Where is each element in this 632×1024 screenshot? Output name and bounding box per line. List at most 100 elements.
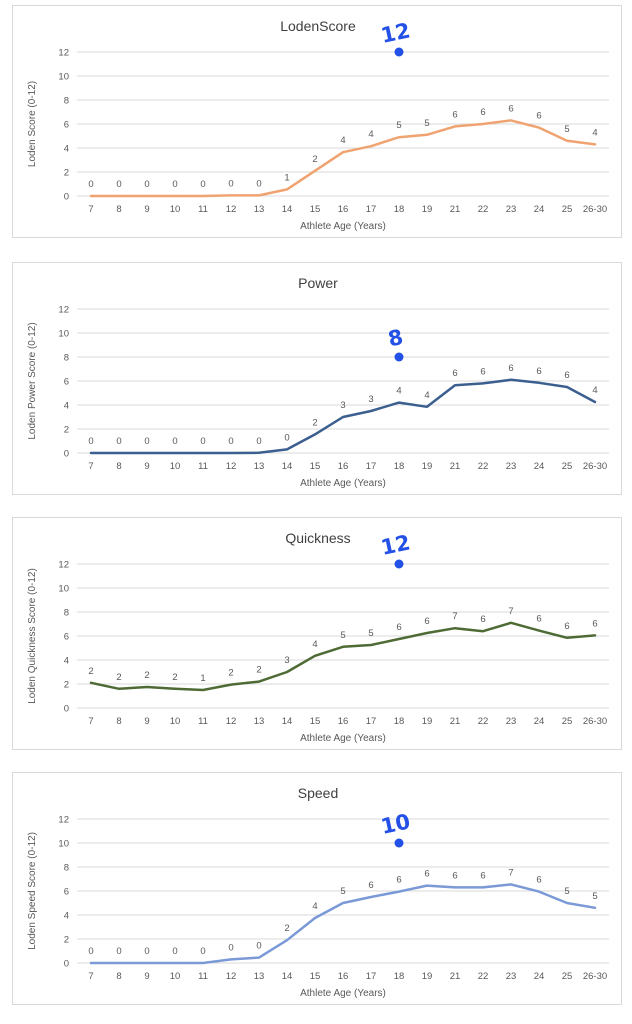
data-label: 6 [508,103,513,114]
x-tick-label: 8 [116,971,121,982]
x-tick-label: 12 [226,461,237,472]
y-tick-label: 12 [58,48,69,59]
data-label: 7 [452,611,457,622]
annotation-dot [394,47,404,57]
x-tick-label: 21 [450,971,461,982]
data-label: 1 [200,673,205,684]
x-tick-label: 25 [562,971,573,982]
chart-title: Speed [298,785,338,801]
x-tick-label: 25 [562,716,573,727]
x-tick-label: 8 [116,204,121,215]
data-label: 6 [396,875,401,886]
y-tick-label: 8 [64,353,69,364]
data-label: 0 [144,179,149,190]
y-tick-label: 6 [64,120,69,131]
x-tick-label: 10 [170,971,181,982]
x-tick-label: 22 [478,461,489,472]
annotation-label: 12 [379,530,413,560]
data-label: 7 [508,606,513,617]
data-label: 0 [228,178,233,189]
x-tick-label: 25 [562,204,573,215]
chart-title: Power [298,275,338,291]
data-label: 0 [144,436,149,447]
data-label: 2 [312,417,317,428]
data-label: 3 [368,394,373,405]
x-tick-label: 13 [254,204,265,215]
x-tick-label: 16 [338,971,349,982]
y-tick-label: 2 [64,680,69,691]
data-label: 6 [536,366,541,377]
x-tick-label: 26-30 [583,204,607,215]
data-label: 6 [536,614,541,625]
x-tick-label: 11 [198,204,208,215]
data-label: 4 [340,135,345,146]
x-tick-label: 14 [282,971,293,982]
x-tick-label: 13 [254,971,265,982]
data-label: 0 [284,432,289,443]
data-label: 5 [564,124,569,135]
x-tick-label: 14 [282,716,293,727]
x-tick-label: 26-30 [583,971,607,982]
x-tick-label: 22 [478,716,489,727]
data-label: 6 [592,618,597,629]
x-tick-label: 9 [144,716,149,727]
x-tick-label: 17 [366,461,377,472]
data-label: 6 [368,880,373,891]
data-label: 0 [116,436,121,447]
x-tick-label: 8 [116,461,121,472]
x-tick-label: 9 [144,461,149,472]
y-tick-label: 8 [64,96,69,107]
data-label: 6 [508,363,513,374]
data-label: 7 [508,867,513,878]
x-tick-label: 10 [170,461,181,472]
data-label: 1 [284,172,289,183]
data-label: 0 [228,942,233,953]
data-label: 6 [452,109,457,120]
x-axis-title: Athlete Age (Years) [300,733,386,744]
annotation-dot [394,352,404,362]
y-tick-label: 2 [64,935,69,946]
x-tick-label: 17 [366,204,377,215]
x-tick-label: 15 [310,971,321,982]
y-axis-title: Loden Speed Score (0-12) [27,832,38,950]
x-tick-label: 21 [450,204,461,215]
y-tick-label: 8 [64,863,69,874]
chart-panel-quickness: 0 2 4 6 8 10 12 7 8 9 10 11 12 13 14 15 16 17 18 19 21 22 23 24… [12,517,622,750]
x-tick-label: 23 [506,461,517,472]
data-label: 0 [200,179,205,190]
x-tick-label: 13 [254,461,265,472]
data-label: 5 [368,628,373,639]
annotation-label: 10 [379,809,413,839]
data-label: 6 [424,869,429,880]
x-axis-title: Athlete Age (Years) [300,221,386,232]
data-label: 2 [144,670,149,681]
x-tick-label: 7 [88,461,93,472]
data-label: 6 [564,370,569,381]
data-label: 0 [88,436,93,447]
data-label: 5 [592,891,597,902]
x-tick-label: 16 [338,461,349,472]
chart-title: Quickness [285,530,350,546]
y-tick-label: 6 [64,632,69,643]
x-tick-label: 23 [506,204,517,215]
x-tick-label: 22 [478,971,489,982]
x-tick-label: 24 [534,204,545,215]
x-tick-label: 24 [534,971,545,982]
y-tick-label: 10 [58,72,69,83]
data-label: 4 [424,390,429,401]
x-tick-label: 12 [226,204,237,215]
data-label: 4 [396,386,401,397]
x-tick-label: 18 [394,716,405,727]
data-label: 6 [536,875,541,886]
chart-panel-power: 0 2 4 6 8 10 12 7 8 9 10 11 12 13 14 15 16 17 18 19 21 22 23 24… [12,262,622,495]
x-tick-label: 12 [226,971,237,982]
data-label: 6 [396,622,401,633]
data-label: 2 [172,672,177,683]
data-label: 6 [424,616,429,627]
chart-panel-speed: 0 2 4 6 8 10 12 7 8 9 10 11 12 13 14 15 16 17 18 19 21 22 23 24… [12,772,622,1005]
x-tick-label: 19 [422,716,433,727]
x-tick-label: 9 [144,971,149,982]
data-label: 0 [200,946,205,957]
data-label: 6 [536,111,541,122]
